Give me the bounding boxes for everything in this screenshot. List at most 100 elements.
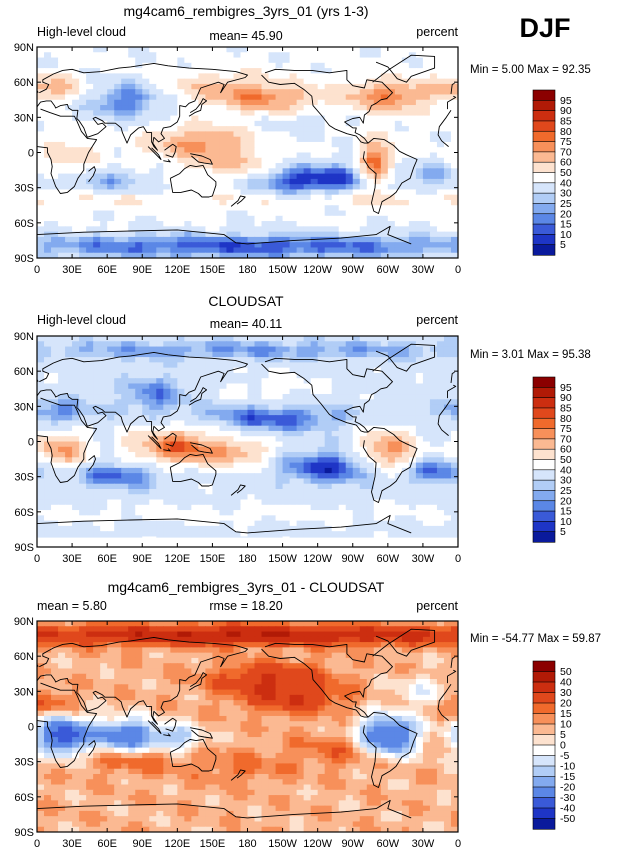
heat-cell bbox=[44, 136, 52, 143]
heat-cell bbox=[296, 457, 305, 464]
heat-cell bbox=[184, 436, 192, 443]
heat-cell bbox=[107, 404, 115, 411]
colorbar-label: 25 bbox=[560, 198, 572, 210]
heat-cell bbox=[156, 52, 164, 59]
coastline bbox=[372, 54, 436, 83]
heat-cell bbox=[387, 457, 396, 464]
heat-cell bbox=[72, 83, 80, 90]
heat-cell bbox=[443, 94, 452, 101]
heat-cell bbox=[100, 336, 108, 342]
coastline bbox=[37, 514, 412, 534]
heat-cell bbox=[436, 226, 445, 233]
heat-cell bbox=[387, 141, 396, 148]
heat-cell bbox=[450, 147, 458, 154]
heat-cell bbox=[93, 441, 101, 448]
heat-cell bbox=[387, 388, 396, 395]
heat-cell bbox=[93, 415, 101, 422]
heat-cell bbox=[135, 173, 143, 180]
heat-cell bbox=[121, 247, 129, 254]
heat-cell bbox=[212, 110, 221, 117]
heat-cell bbox=[219, 436, 228, 443]
heat-cell bbox=[93, 394, 101, 400]
heat-cell bbox=[338, 388, 347, 395]
heat-cell bbox=[394, 425, 403, 432]
heat-cell bbox=[415, 441, 424, 448]
heat-cell bbox=[408, 147, 417, 154]
heat-cell bbox=[345, 441, 354, 448]
heat-cell bbox=[58, 346, 66, 353]
heat-cell bbox=[296, 415, 305, 422]
heat-cell bbox=[58, 399, 66, 406]
heat-cell bbox=[58, 488, 66, 495]
heat-cell bbox=[317, 199, 326, 206]
heat-cell bbox=[275, 252, 284, 258]
heat-cell bbox=[58, 47, 66, 53]
heat-cell bbox=[226, 242, 235, 249]
heat-cell bbox=[135, 499, 143, 506]
lon-tick-label: 60E bbox=[97, 264, 117, 276]
heat-cell bbox=[114, 52, 122, 59]
heat-cell bbox=[205, 62, 214, 69]
heat-cell bbox=[387, 436, 396, 443]
min-max-label: Min = 5.00 Max = 92.35 bbox=[470, 64, 591, 76]
heat-cell bbox=[128, 110, 136, 117]
heat-cell bbox=[275, 178, 284, 185]
heat-cell bbox=[324, 510, 333, 516]
heat-cell bbox=[415, 494, 424, 501]
heat-cell bbox=[359, 341, 368, 348]
heat-cell bbox=[254, 510, 263, 516]
heat-cell bbox=[415, 242, 424, 249]
heat-cell bbox=[422, 420, 431, 427]
heat-cell bbox=[338, 362, 347, 369]
heat-cell bbox=[408, 110, 417, 117]
heat-cell bbox=[121, 399, 129, 406]
heat-cell bbox=[331, 336, 340, 342]
heat-cell bbox=[310, 105, 319, 111]
heat-cell bbox=[282, 178, 291, 185]
heat-cell bbox=[191, 147, 199, 154]
heat-cell bbox=[408, 247, 417, 254]
heat-cell bbox=[380, 157, 389, 164]
heat-cell bbox=[156, 126, 164, 133]
heat-cell bbox=[212, 62, 221, 69]
heat-cell bbox=[401, 462, 410, 469]
heat-cell bbox=[338, 425, 347, 432]
heat-cell bbox=[86, 488, 94, 495]
heat-cell bbox=[352, 141, 361, 148]
heat-cell bbox=[359, 394, 368, 400]
heat-cell bbox=[338, 131, 347, 138]
heat-cell bbox=[219, 89, 228, 96]
heat-cell bbox=[450, 236, 458, 243]
heat-cell bbox=[317, 420, 326, 427]
heat-cell bbox=[275, 136, 284, 143]
heat-cell bbox=[156, 515, 164, 522]
heat-cell bbox=[163, 430, 171, 437]
lon-tick-label: 150E bbox=[200, 264, 226, 276]
colorbar-swatch bbox=[532, 89, 556, 101]
heat-cell bbox=[37, 194, 45, 201]
heat-cell bbox=[415, 362, 424, 369]
coastline bbox=[147, 435, 162, 449]
heat-cell bbox=[212, 210, 221, 217]
heat-cell bbox=[261, 110, 270, 117]
heat-cell bbox=[205, 52, 214, 59]
heat-cell bbox=[408, 409, 417, 416]
heat-cell bbox=[114, 152, 122, 159]
heat-cell bbox=[345, 94, 354, 101]
heat-cell bbox=[450, 531, 458, 538]
heat-cell bbox=[240, 47, 249, 53]
heat-cell bbox=[303, 147, 312, 154]
heat-cell bbox=[310, 173, 319, 180]
heat-cell bbox=[317, 205, 326, 212]
heat-cell bbox=[380, 441, 389, 448]
heat-cell bbox=[163, 173, 171, 180]
heat-cell bbox=[429, 525, 438, 532]
heat-cell bbox=[198, 467, 206, 474]
heat-cell bbox=[366, 89, 375, 96]
heat-cell bbox=[429, 189, 438, 196]
heat-cell bbox=[226, 467, 235, 474]
heat-cell bbox=[275, 425, 284, 432]
heat-cell bbox=[191, 47, 199, 53]
mean-label: mean= 45.90 bbox=[209, 29, 282, 43]
heat-cell bbox=[177, 399, 185, 406]
